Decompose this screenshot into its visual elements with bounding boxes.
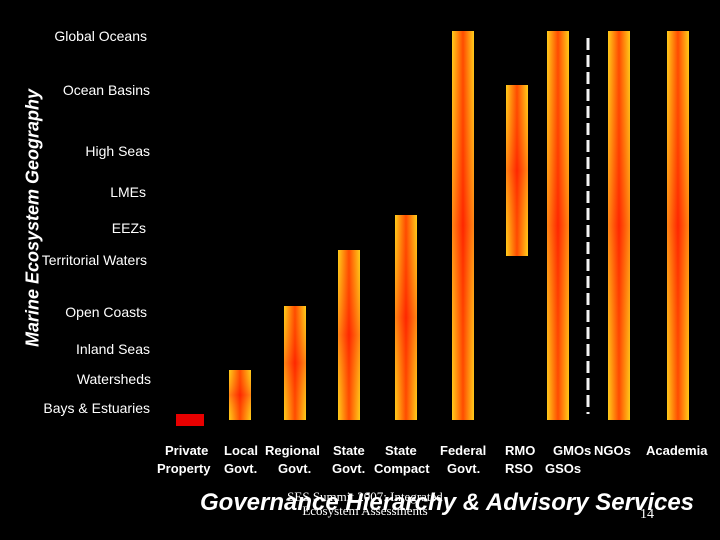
bar: [176, 414, 204, 426]
scale-level-label: Global Oceans: [54, 28, 147, 44]
bar: [608, 31, 630, 420]
bar: [667, 31, 689, 420]
scale-level-label: Watersheds: [76, 371, 151, 387]
category-label: GSOs: [545, 461, 582, 476]
category-label: Compact: [374, 461, 430, 476]
category-label: Academia: [646, 443, 708, 458]
category-label: RMO: [505, 443, 536, 458]
bar: [506, 85, 528, 256]
category-label: Govt.: [278, 461, 312, 476]
category-label: Property: [157, 461, 211, 476]
footer-title: Governance Hierarchy & Advisory Services: [200, 489, 695, 516]
bar: [395, 215, 417, 420]
category-label: GMOs: [553, 443, 592, 458]
category-label: RSO: [505, 461, 534, 476]
category-label: Govt.: [447, 461, 481, 476]
scale-level-label: Territorial Waters: [41, 252, 147, 268]
category-label: Govt.: [332, 461, 366, 476]
scale-level-label: Ocean Basins: [62, 82, 150, 98]
category-label: Federal: [440, 443, 487, 458]
bar: [338, 250, 360, 420]
category-label: State: [333, 443, 365, 458]
category-label: NGOs: [594, 443, 631, 458]
category-label: Private: [165, 443, 209, 458]
scale-level-label: High Seas: [85, 143, 150, 159]
category-label: Regional: [265, 443, 320, 458]
scale-level-label: LMEs: [110, 184, 146, 200]
category-label: State: [385, 443, 417, 458]
bar: [284, 306, 306, 420]
scale-level-label: EEZs: [111, 220, 146, 236]
page-number: 14: [640, 507, 654, 522]
category-label: Local: [224, 443, 258, 458]
bar: [547, 31, 569, 420]
footer-note: SES Summit 2007: Integrated Ecosystem As…: [287, 489, 443, 518]
bar: [452, 31, 474, 420]
scale-level-label: Inland Seas: [76, 341, 150, 357]
bar: [229, 370, 251, 420]
category-label: Govt.: [224, 461, 258, 476]
scale-level-label: Bays & Estuaries: [43, 400, 150, 416]
scale-level-label: Open Coasts: [65, 304, 147, 320]
